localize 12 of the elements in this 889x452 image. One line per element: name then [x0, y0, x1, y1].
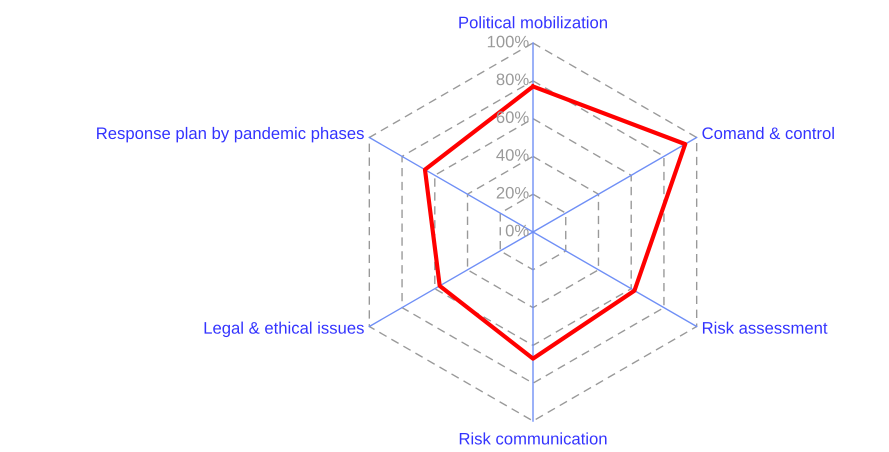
y-tick-label: 80% — [496, 73, 529, 86]
y-tick-label: 40% — [496, 149, 529, 161]
spoke-label: Political mobilization — [459, 16, 607, 28]
spoke-label: Comand & control — [702, 126, 834, 140]
y-tick-label: 0% — [506, 224, 529, 236]
spoke-label: Risk assessment — [702, 322, 828, 334]
spoke-label: Response plan by pandemic phases — [97, 126, 364, 142]
y-tick-label: 60% — [496, 111, 529, 124]
spoke-label: Legal & ethical issues — [204, 322, 364, 338]
spoke-label: Risk communication — [460, 432, 606, 445]
y-tick-label: 100% — [488, 36, 529, 48]
y-tick-label: 20% — [496, 186, 529, 199]
